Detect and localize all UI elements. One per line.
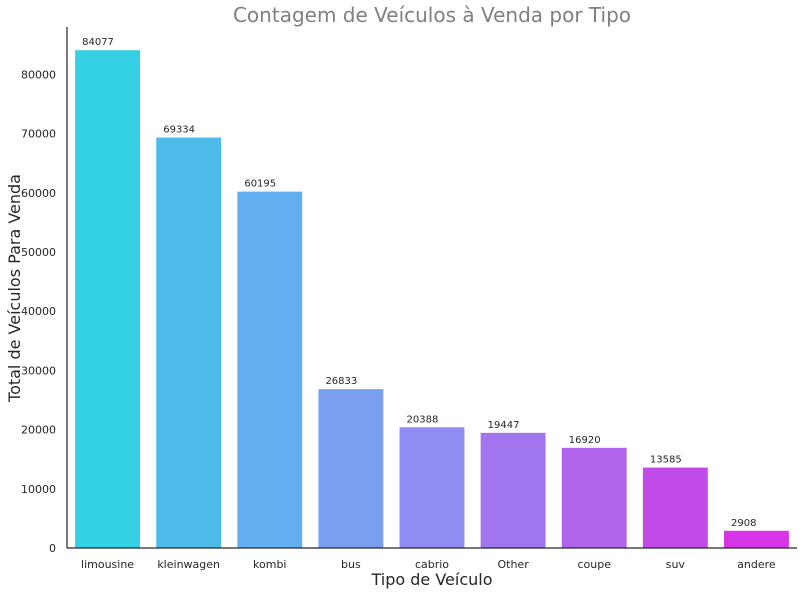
- data-label-kleinwagen: 69334: [163, 125, 195, 136]
- data-label-bus: 26833: [325, 376, 357, 387]
- bar-kombi: [237, 191, 303, 549]
- bar-andere: [724, 530, 789, 548]
- y-tick-label: 40000: [21, 305, 56, 318]
- bar-cabrio: [399, 427, 465, 548]
- data-label-limousine: 84077: [82, 37, 114, 48]
- x-tick-label-suv: suv: [666, 558, 686, 571]
- bar-other: [480, 432, 546, 548]
- bar-coupe: [561, 447, 627, 548]
- x-tick-label-kombi: kombi: [253, 558, 286, 571]
- bar-limousine: [75, 50, 140, 548]
- x-tick-label-coupe: coupe: [577, 558, 611, 571]
- chart-title: Contagem de Veículos à Venda por Tipo: [233, 3, 631, 27]
- y-tick-label: 80000: [21, 68, 56, 81]
- data-label-cabrio: 20388: [407, 414, 439, 425]
- x-ticks-group: limousine kleinwagen kombi bus cabrio Other co…: [81, 558, 776, 571]
- x-tick-label-kleinwagen: kleinwagen: [157, 558, 220, 571]
- y-tick-label: 30000: [21, 364, 56, 377]
- x-tick-label-limousine: limousine: [81, 558, 134, 571]
- bars-group: [75, 50, 789, 549]
- bar-kleinwagen: [156, 137, 222, 548]
- x-tick-label-cabrio: cabrio: [415, 558, 449, 571]
- data-label-andere: 2908: [731, 518, 756, 529]
- x-axis-title: Tipo de Veículo: [370, 570, 492, 589]
- data-label-coupe: 16920: [569, 435, 601, 446]
- y-axis-title: Total de Veículos Para Venda: [5, 174, 24, 403]
- data-label-suv: 13585: [650, 455, 682, 466]
- data-label-kombi: 60195: [244, 179, 276, 190]
- y-tick-label: 0: [49, 542, 56, 555]
- y-tick-label: 10000: [21, 483, 56, 496]
- x-tick-label-other: Other: [497, 558, 529, 571]
- y-tick-label: 60000: [21, 187, 56, 200]
- x-tick-label-bus: bus: [341, 558, 361, 571]
- bar-bus: [318, 389, 384, 548]
- y-tick-label: 70000: [21, 128, 56, 141]
- y-tick-label: 50000: [21, 246, 56, 259]
- data-labels-group: 84077 69334 60195 26833 20388 19447 16920 13585…: [82, 37, 756, 529]
- y-ticks-group: 0 10000 20000 30000 40000 50000 60000 70000 8000…: [21, 68, 56, 555]
- data-label-other: 19447: [488, 420, 520, 431]
- y-tick-label: 20000: [21, 424, 56, 437]
- bar-suv: [642, 467, 708, 548]
- x-tick-label-andere: andere: [737, 558, 776, 571]
